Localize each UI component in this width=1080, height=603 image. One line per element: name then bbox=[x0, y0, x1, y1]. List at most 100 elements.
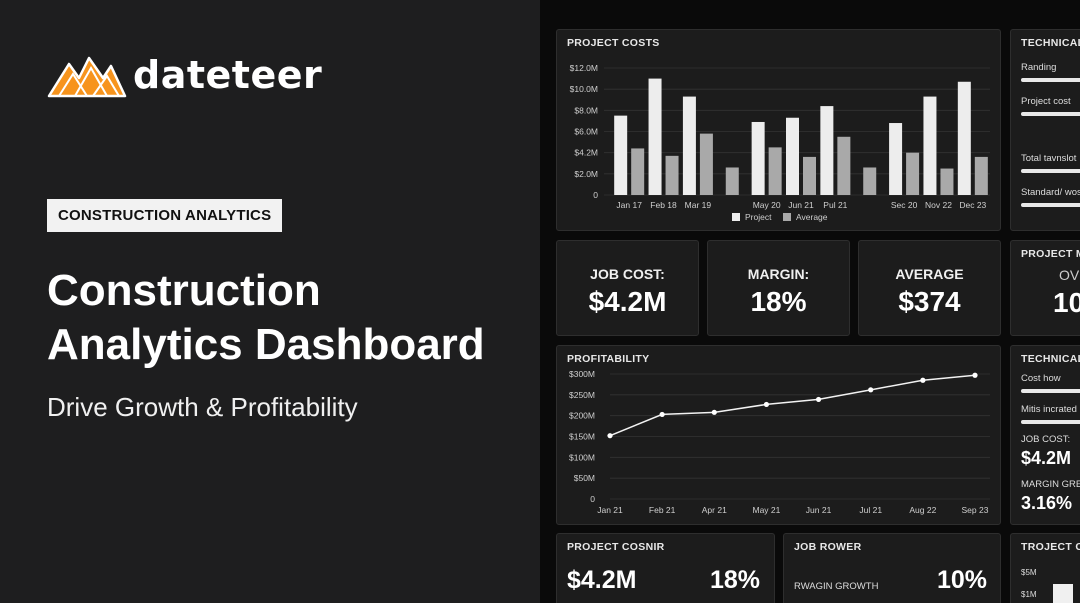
margin-growth-value: 10% bbox=[937, 566, 988, 594]
kpi-value: $374 bbox=[898, 286, 961, 317]
technical-item-bar bbox=[1021, 78, 1080, 82]
kpi-margin-card: MARGIN: 18% bbox=[707, 240, 850, 336]
project-costs-title: PROJECT COSTS bbox=[567, 37, 660, 49]
project-costs-panel: PROJECT COSTS 0 $2.0M $4.2M $6.0M $8.0M $10.0… bbox=[556, 29, 1001, 231]
y-tick-label: $6.0M bbox=[574, 127, 598, 137]
job-rower-title: JOB ROWER bbox=[794, 541, 862, 553]
bar-average bbox=[803, 156, 816, 195]
bar-average bbox=[665, 155, 679, 195]
bar-average bbox=[863, 167, 877, 195]
legend-swatch-project bbox=[732, 213, 740, 221]
kpi-job-cost-card: JOB COST: $4.2M bbox=[556, 240, 699, 336]
x-tick-label: Mar 19 bbox=[685, 200, 712, 210]
profit-point bbox=[711, 409, 717, 415]
y-tick-label: $10.0M bbox=[570, 84, 598, 94]
margin-value: 3.16% bbox=[1021, 493, 1073, 513]
x-tick-label: Nov 22 bbox=[925, 200, 952, 210]
kpi-label: MARGIN: bbox=[747, 266, 810, 282]
technical-mid-panel: TECHNICAL Cost how Mitis incrated JOB CO… bbox=[1010, 345, 1080, 525]
page-title-line-1: Construction bbox=[47, 266, 321, 315]
page-title-line-2: Analytics Dashboard bbox=[47, 320, 485, 369]
technical-item-label: Mitis incrated bbox=[1021, 404, 1077, 415]
category-badge: CONSTRUCTION ANALYTICS bbox=[47, 199, 283, 232]
x-tick-label: May 20 bbox=[753, 200, 781, 210]
job-cost-value: $4.2M bbox=[1021, 448, 1072, 468]
project-cosnir-panel: PROJECT COSNIR $4.2M 18% bbox=[556, 533, 775, 603]
x-tick-label: Aug 22 bbox=[909, 505, 936, 515]
bar-average bbox=[906, 152, 920, 195]
bar-project bbox=[751, 121, 765, 195]
brand-name: dateteer bbox=[133, 53, 323, 97]
y-tick-label: 0 bbox=[590, 494, 595, 504]
project-cosnir-margin: 18% bbox=[710, 566, 761, 594]
kpi-value: $4.2M bbox=[588, 286, 667, 317]
y-tick-label: $300M bbox=[569, 369, 595, 379]
y-tick-label: $250M bbox=[569, 390, 595, 400]
technical-top-title: TECHNICAL bbox=[1021, 37, 1080, 49]
project-cosnir-title: PROJECT COSNIR bbox=[567, 541, 665, 553]
profit-point bbox=[607, 433, 613, 439]
margin-label: MARGIN GRE bbox=[1021, 479, 1080, 490]
page-subtitle: Drive Growth & Profitability bbox=[47, 392, 358, 422]
x-tick-label: Sep 23 bbox=[962, 505, 989, 515]
x-tick-label: Feb 18 bbox=[650, 200, 677, 210]
x-tick-label: Jan 21 bbox=[597, 505, 623, 515]
x-tick-label: Jan 17 bbox=[616, 200, 642, 210]
y-tick-label: $150M bbox=[569, 432, 595, 442]
technical-item-bar bbox=[1021, 420, 1080, 424]
bar-average bbox=[974, 156, 988, 195]
x-tick-label: May 21 bbox=[752, 505, 780, 515]
profit-point bbox=[920, 377, 926, 383]
bar-average bbox=[837, 136, 851, 195]
x-tick-label: Dec 23 bbox=[959, 200, 986, 210]
technical-item-bar bbox=[1021, 203, 1080, 207]
bar-average bbox=[631, 148, 645, 195]
troject-co-bar bbox=[1053, 584, 1073, 603]
troject-co-title: TROJECT CO bbox=[1021, 541, 1080, 553]
hero-panel: dateteer CONSTRUCTION ANALYTICS Construc… bbox=[0, 0, 540, 603]
bar-project bbox=[682, 96, 696, 195]
y-tick-label: $50M bbox=[574, 473, 595, 483]
y-tick-label: $4.2M bbox=[574, 148, 598, 158]
project-m-line1: OVE bbox=[1059, 267, 1080, 283]
x-tick-label: Pul 21 bbox=[823, 200, 847, 210]
brand-logo[interactable]: dateteer bbox=[47, 52, 322, 98]
x-tick-label: Jun 21 bbox=[806, 505, 832, 515]
y-tick-label: $200M bbox=[569, 411, 595, 421]
troject-co-tick: $5M bbox=[1021, 568, 1037, 577]
dashboard-preview: PROJECT COSTS 0 $2.0M $4.2M $6.0M $8.0M $10.0… bbox=[540, 0, 1080, 603]
y-tick-label: 0 bbox=[593, 190, 598, 200]
kpi-average-card: AVERAGE $374 bbox=[858, 240, 1001, 336]
legend-label-project: Project bbox=[745, 212, 772, 222]
bar-project bbox=[889, 123, 903, 195]
kpi-label: JOB COST: bbox=[590, 266, 665, 282]
profitability-chart: 0 $50M $100M $150M $200M $250M $300M Jan 21 Feb … bbox=[569, 369, 990, 515]
technical-item-label: Randing bbox=[1021, 62, 1057, 73]
margin-growth-label: RWAGIN GROWTH bbox=[794, 581, 879, 592]
profitability-panel: PROFITABILITY 0 $50M $100M $150M $200M $250M $… bbox=[556, 345, 1001, 525]
technical-mid-title: TECHNICAL bbox=[1021, 353, 1080, 365]
page-title: Construction Analytics Dashboard bbox=[47, 264, 485, 372]
technical-item-bar bbox=[1021, 389, 1080, 393]
profit-point bbox=[815, 396, 822, 403]
project-m-panel: PROJECT M OVE 10 bbox=[1010, 240, 1080, 336]
y-tick-label: $8.0M bbox=[574, 105, 598, 115]
technical-item-bar bbox=[1021, 169, 1080, 173]
legend-swatch-average bbox=[783, 213, 791, 221]
y-tick-label: $100M bbox=[569, 452, 595, 462]
troject-co-tick: $1M bbox=[1021, 590, 1037, 599]
technical-top-panel: TECHNICAL Randing Project cost Total tav… bbox=[1010, 29, 1080, 231]
project-cosnir-value: $4.2M bbox=[567, 566, 637, 594]
bar-project bbox=[614, 115, 628, 195]
job-cost-label: JOB COST: bbox=[1021, 434, 1071, 445]
bar-average bbox=[699, 133, 713, 195]
technical-item-label: Total tavnslot bbox=[1021, 153, 1077, 164]
technical-item-label: Cost how bbox=[1021, 373, 1061, 384]
bar-project bbox=[648, 78, 662, 195]
bar-project bbox=[786, 117, 799, 195]
profitability-title: PROFITABILITY bbox=[567, 353, 650, 365]
x-tick-label: Feb 21 bbox=[649, 505, 676, 515]
kpi-label: AVERAGE bbox=[895, 266, 964, 282]
troject-co-panel: TROJECT CO $5M $1M bbox=[1010, 533, 1080, 603]
profit-point bbox=[763, 401, 770, 408]
